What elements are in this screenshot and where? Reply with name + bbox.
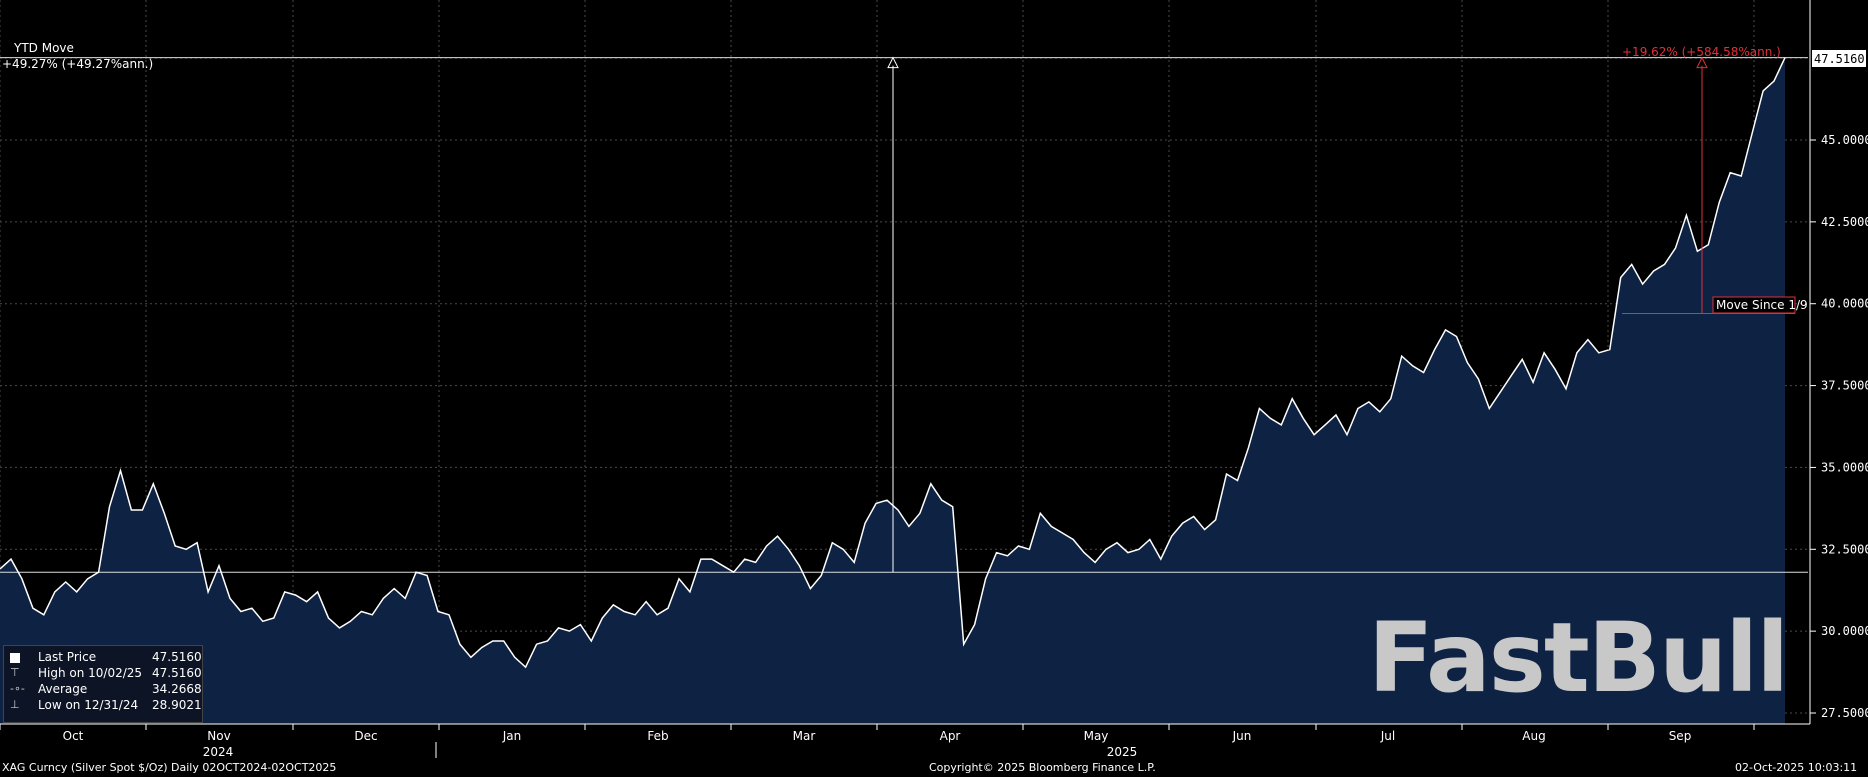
legend-value: 47.5160 (152, 666, 202, 680)
x-tick-label: May (1084, 729, 1109, 743)
legend-value: 28.9021 (152, 698, 202, 712)
x-tick-label: Dec (354, 729, 377, 743)
legend-label: High on 10/02/25 (38, 666, 143, 680)
y-tick-label: 32.5000 (1821, 542, 1868, 556)
legend-item-low: ⊥ Low on 12/31/24 28.9021 (4, 698, 202, 714)
y-tick-label: 35.0000 (1821, 460, 1868, 474)
x-tick-label: Jun (1232, 729, 1252, 743)
watermark-logo: FastBull (1368, 602, 1789, 714)
x-tick-label: Sep (1669, 729, 1692, 743)
legend: Last Price 47.5160 ⊤ High on 10/02/25 47… (3, 645, 203, 723)
footer-security: XAG Curncy (Silver Spot $/Oz) Daily 02OC… (2, 761, 337, 774)
legend-label: Last Price (38, 650, 97, 664)
price-area (0, 57, 1785, 725)
last-price-marker-icon (10, 650, 32, 666)
legend-label: Low on 12/31/24 (38, 698, 139, 712)
legend-value: 47.5160 (152, 650, 202, 664)
y-axis: 27.5000 30.0000 32.5000 35.0000 37.5000 40.00… (1809, 0, 1868, 724)
y-tick-label: 27.5000 (1821, 706, 1868, 720)
move-arrows (887, 56, 1795, 573)
x-year-label: 2025 (1107, 745, 1138, 759)
last-price-tag-label: 47.5160 (1814, 52, 1865, 66)
legend-item-last-price: Last Price 47.5160 (4, 650, 202, 666)
low-marker-icon: ⊥ (10, 698, 20, 711)
x-tick-label: Nov (207, 729, 230, 743)
y-tick-label: 40.0000 (1821, 297, 1868, 311)
legend-item-high: ⊤ High on 10/02/25 47.5160 (4, 666, 202, 682)
since-value: +19.62% (+584.58%ann.) (1622, 45, 1781, 59)
x-tick-label: Jan (502, 729, 522, 743)
x-tick-label: Mar (793, 729, 816, 743)
x-tick-label: Apr (940, 729, 961, 743)
ytd-arrow-head (887, 56, 899, 69)
x-tick-label: Aug (1522, 729, 1545, 743)
y-tick-label: 42.5000 (1821, 215, 1868, 229)
ytd-title: YTD Move (13, 41, 74, 55)
footer-timestamp: 02-Oct-2025 10:03:11 (1735, 761, 1858, 774)
since-arrow-head (1696, 56, 1708, 69)
x-tick-label: Feb (647, 729, 668, 743)
last-price-tag (1812, 50, 1866, 67)
y-tick-label: 45.0000 (1821, 133, 1868, 147)
footer-copyright: Copyright© 2025 Bloomberg Finance L.P. (929, 761, 1156, 774)
legend-label: Average (38, 682, 88, 696)
ytd-value: +49.27% (+49.27%ann.) (2, 57, 153, 71)
x-tick-label: Oct (63, 729, 84, 743)
since-label-box (1712, 296, 1796, 314)
y-tick-label: 37.5000 (1821, 379, 1868, 393)
average-marker-icon: -∘- (10, 682, 25, 695)
legend-item-average: -∘- Average 34.2668 (4, 682, 202, 698)
since-label: Move Since 1/9 (1716, 298, 1808, 312)
high-marker-icon: ⊤ (10, 666, 20, 679)
legend-value: 34.2668 (152, 682, 202, 696)
x-tick-label: Jul (1380, 729, 1395, 743)
y-tick-label: 30.0000 (1821, 624, 1868, 638)
x-year-label: 2024 (203, 745, 234, 759)
x-axis: Oct Nov Dec Jan Feb Mar Apr May Jun Jul Aug Sep 2024… (0, 723, 1810, 759)
